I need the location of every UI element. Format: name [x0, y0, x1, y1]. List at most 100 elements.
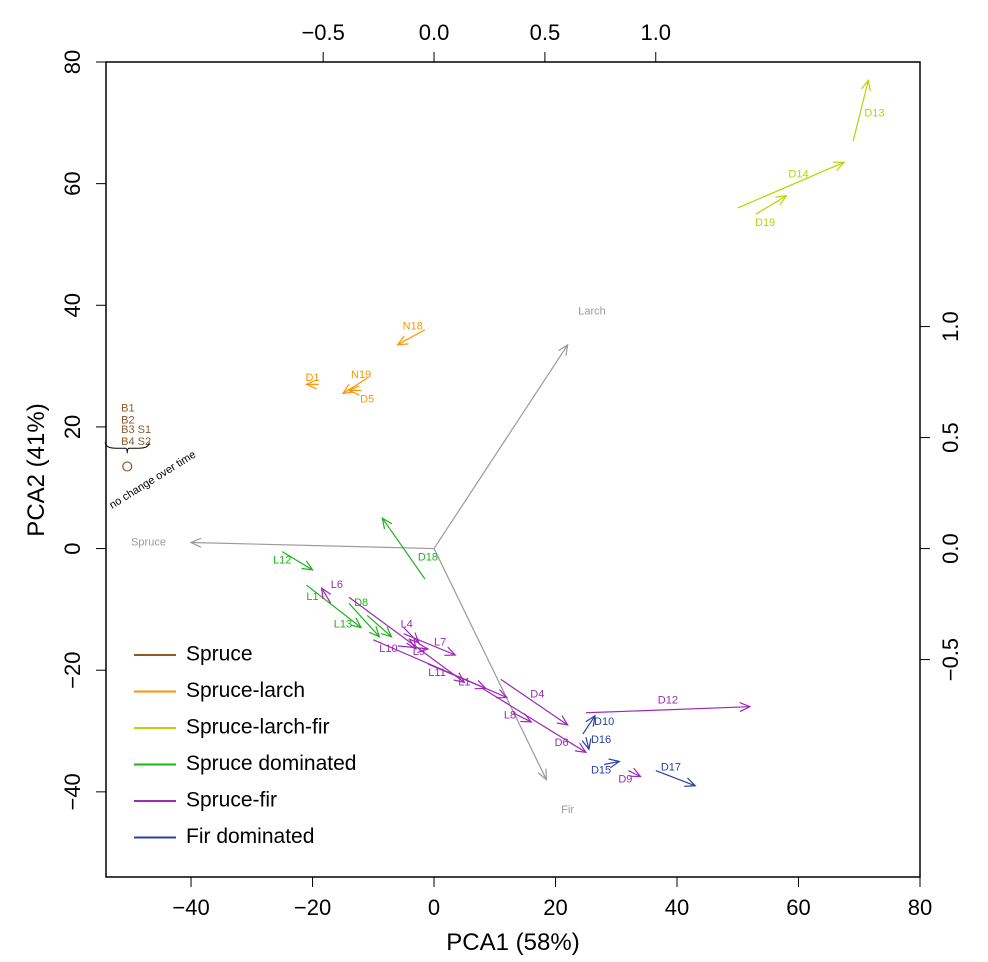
- x-tick-label: 0: [428, 895, 440, 920]
- trajectory-label-l13: L13: [334, 618, 352, 630]
- loading-label-spruce: Spruce: [131, 536, 166, 548]
- trajectory-label-l10: L10: [379, 643, 397, 655]
- trajectory-label-d16: D16: [591, 734, 611, 746]
- site-point: [122, 461, 133, 472]
- trajectory-label-d12: D12: [658, 695, 678, 707]
- trajectory-arrow-d15-shaft: [604, 760, 620, 766]
- trajectory-label-l12: L12: [273, 555, 291, 567]
- right-tick-label: 0.5: [938, 422, 963, 453]
- trajectory-arrow-d18-shaft: [381, 517, 426, 580]
- trajectory-arrow-l12: [281, 551, 314, 571]
- trajectory-arrow-d6-head: [574, 742, 588, 754]
- trajectory-arrow-n19: [341, 377, 368, 395]
- trajectory-arrow-l8-shaft: [373, 639, 508, 699]
- trajectory-arrow-l7: [403, 633, 457, 656]
- trajectory-arrow-unlabeled-shaft: [512, 712, 532, 723]
- right-axis: −0.5 0.0 0.5 1.0: [919, 311, 963, 681]
- trajectory-label-l1: L1: [306, 591, 318, 603]
- annotation-text: no change over time: [107, 449, 198, 512]
- trajectory-arrow-l6: [320, 586, 332, 604]
- trajectory-arrow-l4-head: [408, 632, 420, 644]
- top-tick-label: 1.0: [640, 20, 671, 45]
- trajectory-label-l8: L8: [504, 710, 516, 722]
- legend-label: Spruce dominated: [186, 752, 356, 775]
- trajectory-arrow-d12: [585, 702, 752, 714]
- trajectory-label-d17: D17: [661, 761, 681, 773]
- trajectory-arrow-l13-shaft: [366, 615, 392, 638]
- right-tick-label: 0.0: [938, 533, 963, 564]
- y-tick-label: −40: [60, 773, 85, 810]
- trajectory-arrow-n19-head: [341, 384, 354, 395]
- y-tick-label: 0: [60, 542, 85, 554]
- loading-arrow-spruce: [189, 537, 435, 550]
- trajectory-arrow-l6-shaft: [321, 587, 332, 604]
- trajectory-label-d10: D10: [594, 716, 614, 728]
- trajectory-arrow-d18: [381, 516, 426, 580]
- y-tick-label: −20: [60, 652, 85, 689]
- legend-item-spruce-larch: Spruce-larch: [134, 679, 305, 702]
- x-tick-label: 40: [665, 895, 689, 920]
- x-tick-label: −20: [294, 895, 331, 920]
- top-tick-label: 0.0: [419, 20, 450, 45]
- trajectory-arrow-d19-head: [775, 195, 788, 206]
- trajectory-arrow-d8-shaft: [348, 602, 380, 638]
- trajectory-arrow-d10-head: [585, 714, 596, 727]
- trajectory-arrow-d9-head: [629, 767, 642, 778]
- y-tick-label: 60: [60, 171, 85, 195]
- legend: Spruce Spruce-larch Spruce-larch-fir Spruce…: [134, 643, 356, 848]
- trajectory-arrow-d16-head: [581, 738, 592, 751]
- trajectory-arrow-d1-head: [304, 379, 317, 390]
- top-tick-label: −0.5: [301, 20, 344, 45]
- trajectory-arrow-d12-head: [739, 702, 752, 713]
- x-tick-label: 80: [908, 895, 932, 920]
- trajectory-arrow-d13-shaft: [852, 80, 869, 142]
- trajectory-label-d18: D18: [418, 552, 438, 564]
- series-spruce-larch: N18 D1 N19 D5: [304, 320, 426, 405]
- trajectory-arrow-l9-head: [406, 637, 417, 651]
- trajectory-arrow-d16: [581, 736, 592, 751]
- y-tick-label: 40: [60, 293, 85, 317]
- legend-item-spruce-fir: Spruce-fir: [134, 789, 277, 812]
- trajectory-arrow-l1-shaft: [306, 584, 362, 629]
- loading-arrow-spruce-shaft: [191, 541, 435, 550]
- trajectory-arrow-l8-head: [495, 689, 509, 699]
- top-tick-label: 0.5: [530, 20, 561, 45]
- site-label-b3-s1: B3 S1: [121, 424, 151, 436]
- trajectory-arrow-d10: [582, 714, 596, 735]
- trajectory-arrow-l12-head: [301, 560, 314, 571]
- trajectory-arrow-n18-head: [396, 335, 409, 346]
- right-tick-label: −0.5: [938, 638, 963, 681]
- trajectory-arrow-d15-head: [608, 758, 621, 769]
- trajectory-label-l4: L4: [401, 618, 413, 630]
- trajectory-label-d1: D1: [306, 372, 320, 384]
- trajectory-arrow-d14-shaft: [737, 161, 845, 209]
- legend-label: Spruce-fir: [186, 789, 277, 812]
- trajectory-arrow-d10-shaft: [582, 715, 596, 735]
- loading-arrow-spruce-head: [189, 537, 202, 548]
- trajectory-arrow-l10-shaft: [397, 645, 429, 650]
- legend-item-fir-dominated: Fir dominated: [134, 825, 314, 848]
- loading-label-fir: Fir: [561, 804, 574, 816]
- top-axis: −0.5 0.0 0.5 1.0: [301, 20, 671, 63]
- trajectory-arrow-l4-shaft: [403, 627, 420, 644]
- x-axis-label: PCA1 (58%): [446, 929, 579, 956]
- trajectory-arrow-d5-head: [347, 385, 360, 396]
- trajectory-arrow-d13-head: [861, 78, 871, 92]
- trajectory-label-l11: L11: [428, 667, 446, 679]
- legend-label: Fir dominated: [186, 825, 314, 848]
- site-label-b4-s2: B4 S2: [121, 436, 151, 448]
- trajectory-arrow-n18: [396, 329, 426, 346]
- trajectory-label-d4: D4: [530, 688, 544, 700]
- trajectory-label-d13: D13: [864, 108, 884, 120]
- trajectory-arrow-d5: [347, 385, 362, 396]
- trajectory-label-d6: D6: [555, 737, 569, 749]
- x-tick-label: 60: [786, 895, 810, 920]
- trajectory-arrow-l7-shaft: [403, 633, 456, 656]
- trajectory-arrow-n19-shaft: [342, 377, 368, 394]
- trajectory-label-d14: D14: [788, 168, 808, 180]
- trajectory-arrow-l13: [366, 615, 393, 638]
- trajectory-arrow-d9: [628, 767, 642, 778]
- trajectory-arrow-d12-shaft: [585, 706, 750, 714]
